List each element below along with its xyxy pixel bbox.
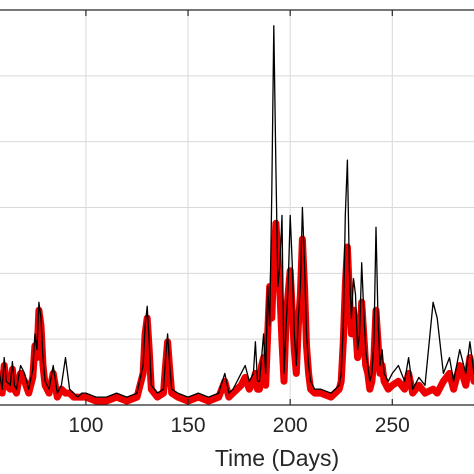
- x-tick-label-150: 150: [171, 414, 206, 437]
- x-tick-label-100: 100: [68, 414, 103, 437]
- grid-lines: [0, 10, 474, 405]
- x-tick-label-200: 200: [273, 414, 308, 437]
- axes-frame: [0, 9, 474, 406]
- series-line-red: [0, 219, 474, 405]
- series-layer: [0, 25, 474, 405]
- x-axis-label: Time (Days): [215, 445, 339, 471]
- x-tick-label-250: 250: [375, 414, 410, 437]
- x-axis-ticks: 100 150 200 250: [68, 10, 410, 437]
- series-line-black: [0, 25, 474, 398]
